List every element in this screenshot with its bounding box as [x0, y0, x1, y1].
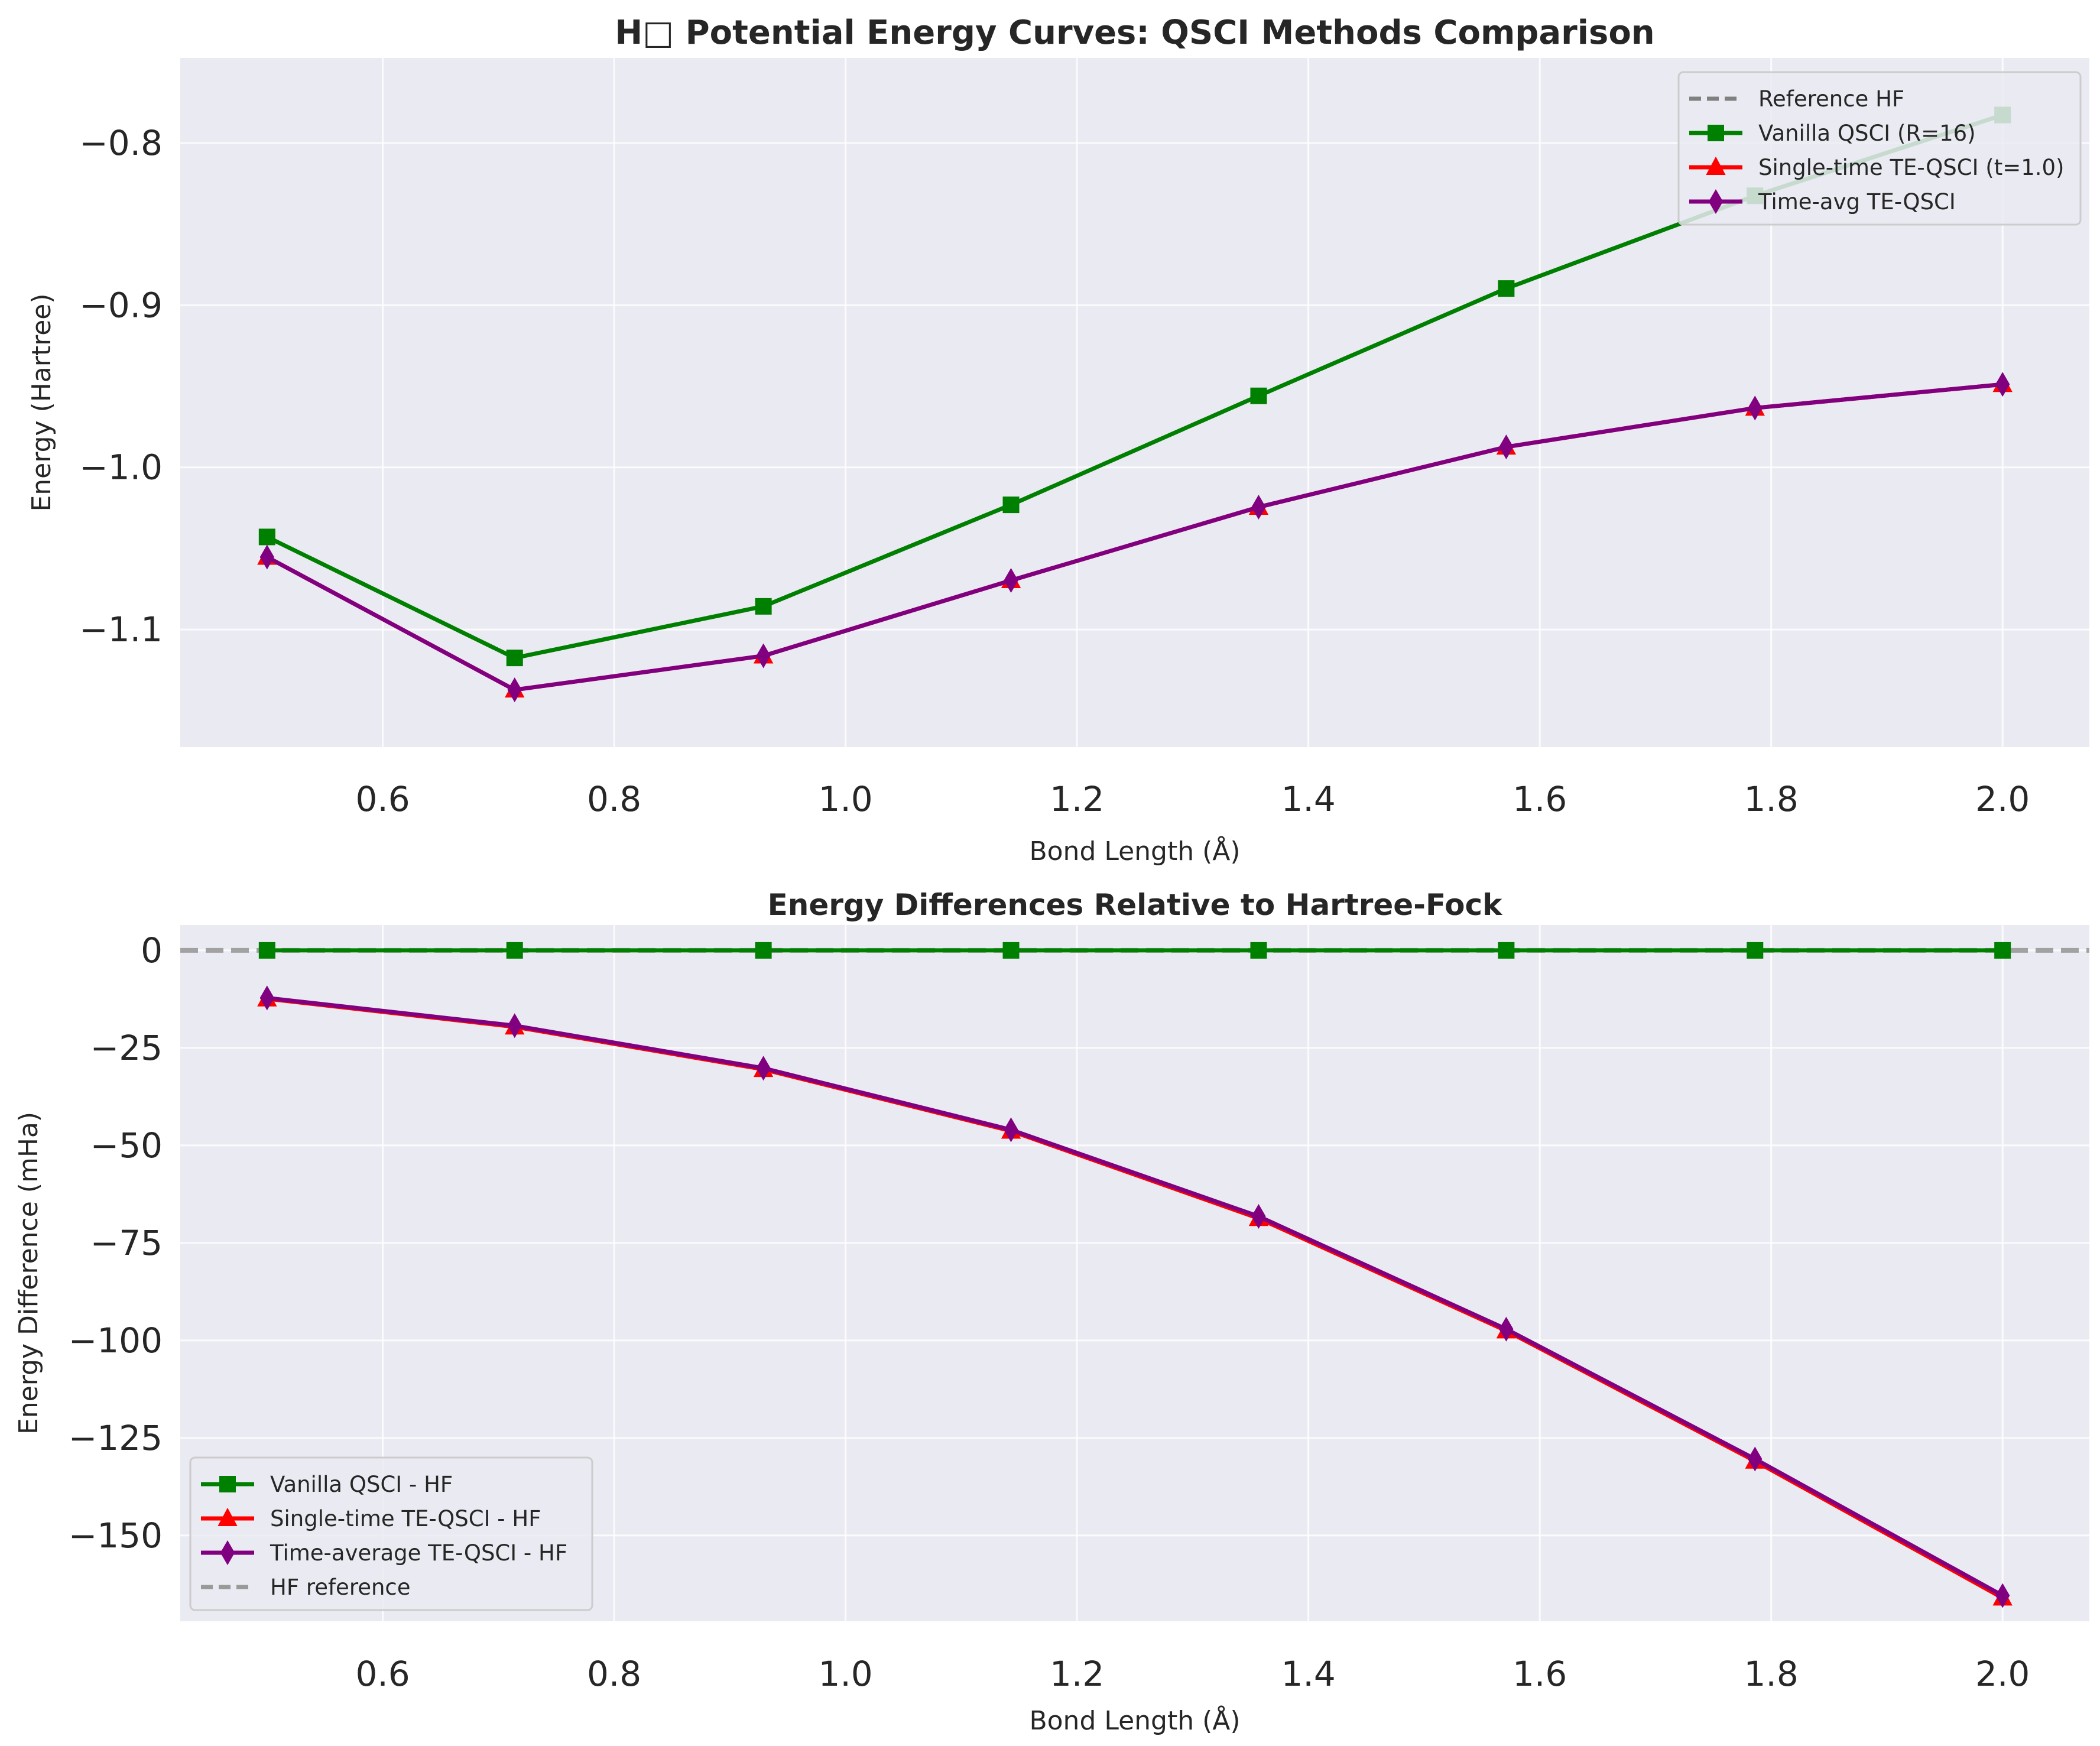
- chart-title: Energy Differences Relative to Hartree-F…: [768, 888, 1503, 922]
- data-point: [1250, 387, 1267, 404]
- tick-labels: 0.6 0.8 1.0 1.2 1.4 1.6 1.8 2.0 0 −25 −50 −75 −100 −1…: [69, 930, 2030, 1694]
- top-chart-panel: 0.6 0.8 1.0 1.2 1.4 1.6 1.8 2.0 −1.1 −1.0 −0.9 −0.8…: [27, 14, 2089, 866]
- data-point: [1994, 942, 2011, 959]
- x-tick-label: 1.0: [818, 1654, 872, 1694]
- data-point: [1250, 942, 1267, 959]
- x-tick-label: 2.0: [1975, 779, 2030, 819]
- data-point: [755, 598, 772, 615]
- x-tick-label: 1.2: [1050, 1654, 1104, 1694]
- series-2: [259, 985, 2010, 1608]
- y-tick-label: −0.8: [79, 123, 163, 163]
- data-point: [507, 1013, 522, 1038]
- bottom-chart-panel: 0.6 0.8 1.0 1.2 1.4 1.6 1.8 2.0 0 −25 −50 −75 −100 −1…: [14, 888, 2089, 1736]
- y-tick-label: −100: [69, 1320, 163, 1361]
- legend-label: Single-time TE-QSCI - HF: [270, 1506, 541, 1531]
- y-axis-label: Energy Difference (mHa): [14, 1112, 44, 1435]
- legend: Reference HF Vanilla QSCI (R=16) Single-ti…: [1677, 71, 2082, 226]
- legend-label: HF reference: [270, 1575, 411, 1600]
- chart-title: H□ Potential Energy Curves: QSCI Methods…: [615, 14, 1654, 52]
- data-point: [1995, 372, 2010, 397]
- legend: Vanilla QSCI - HF Single-time TE-QSCI - H…: [189, 1456, 593, 1611]
- y-tick-label: −1.0: [79, 447, 163, 488]
- data-point: [258, 528, 275, 546]
- y-tick-label: −150: [69, 1515, 163, 1556]
- series-line: [267, 995, 2004, 1598]
- data-point: [1747, 942, 1764, 959]
- data-point: [259, 985, 274, 1011]
- data-point: [756, 1056, 771, 1081]
- data-point: [1002, 496, 1020, 514]
- y-tick-label: −125: [69, 1418, 163, 1458]
- series-line: [266, 382, 2003, 692]
- tick-labels: 0.6 0.8 1.0 1.2 1.4 1.6 1.8 2.0 −1.1 −1.0 −0.9 −0.8: [79, 123, 2030, 819]
- data-point: [259, 544, 274, 570]
- x-tick-label: 1.6: [1512, 1654, 1567, 1694]
- data-point: [1004, 567, 1018, 593]
- data-point: [1498, 280, 1515, 297]
- data-point: [756, 643, 771, 668]
- legend-label: Time-average TE-QSCI - HF: [270, 1540, 567, 1566]
- data-point: [1251, 1203, 1266, 1229]
- y-tick-label: −75: [90, 1223, 163, 1263]
- legend-label: Time-avg TE-QSCI: [1758, 189, 1956, 215]
- data-point: [755, 942, 772, 959]
- x-tick-label: 0.6: [355, 779, 410, 819]
- legend-box: [189, 1456, 593, 1611]
- x-tick-label: 0.6: [355, 1654, 410, 1694]
- y-tick-label: 0: [141, 930, 163, 971]
- legend-box: [1677, 71, 2082, 226]
- x-tick-label: 1.0: [818, 779, 872, 819]
- data-point: [1995, 1583, 2010, 1608]
- x-tick-label: 1.4: [1281, 1654, 1336, 1694]
- legend-label: Vanilla QSCI - HF: [270, 1472, 453, 1497]
- legend-marker: [1708, 125, 1724, 141]
- x-tick-label: 2.0: [1975, 1654, 2030, 1694]
- legend-label: Vanilla QSCI (R=16): [1758, 121, 1976, 146]
- series-0: [258, 942, 2011, 959]
- legend-marker: [1706, 156, 1726, 175]
- data-point: [506, 650, 523, 667]
- x-tick-label: 1.6: [1512, 779, 1567, 819]
- y-axis-label: Energy (Hartree): [27, 293, 57, 511]
- data-point: [1748, 1446, 1763, 1472]
- legend-marker: [219, 1476, 236, 1492]
- data-point: [1004, 1117, 1018, 1143]
- y-tick-label: −25: [90, 1028, 163, 1068]
- data-point: [1499, 1316, 1514, 1342]
- x-tick-label: 1.8: [1744, 779, 1799, 819]
- data-point: [1499, 434, 1514, 460]
- legend-marker: [218, 1507, 238, 1526]
- x-tick-label: 1.8: [1744, 1654, 1799, 1694]
- y-tick-label: −50: [90, 1125, 163, 1166]
- data-point: [1748, 395, 1763, 421]
- y-tick-label: −1.1: [79, 609, 163, 650]
- legend-label: Single-time TE-QSCI (t=1.0): [1758, 155, 2064, 180]
- x-tick-label: 1.2: [1050, 779, 1104, 819]
- data-point: [507, 677, 522, 703]
- data-point: [1251, 494, 1266, 520]
- data-point: [506, 942, 523, 959]
- x-axis-label: Bond Length (Å): [1029, 1705, 1240, 1736]
- legend-label: Reference HF: [1758, 86, 1904, 112]
- y-tick-label: −0.9: [79, 285, 163, 325]
- x-axis-label: Bond Length (Å): [1029, 835, 1240, 866]
- data-point: [1002, 942, 1020, 959]
- series-3: [259, 372, 2010, 703]
- legend-marker: [220, 1540, 235, 1565]
- data-point: [1498, 942, 1515, 959]
- x-tick-label: 0.8: [587, 779, 641, 819]
- data-point: [258, 942, 275, 959]
- legend-marker: [1708, 189, 1724, 214]
- x-tick-label: 0.8: [587, 1654, 641, 1694]
- x-tick-label: 1.4: [1281, 779, 1336, 819]
